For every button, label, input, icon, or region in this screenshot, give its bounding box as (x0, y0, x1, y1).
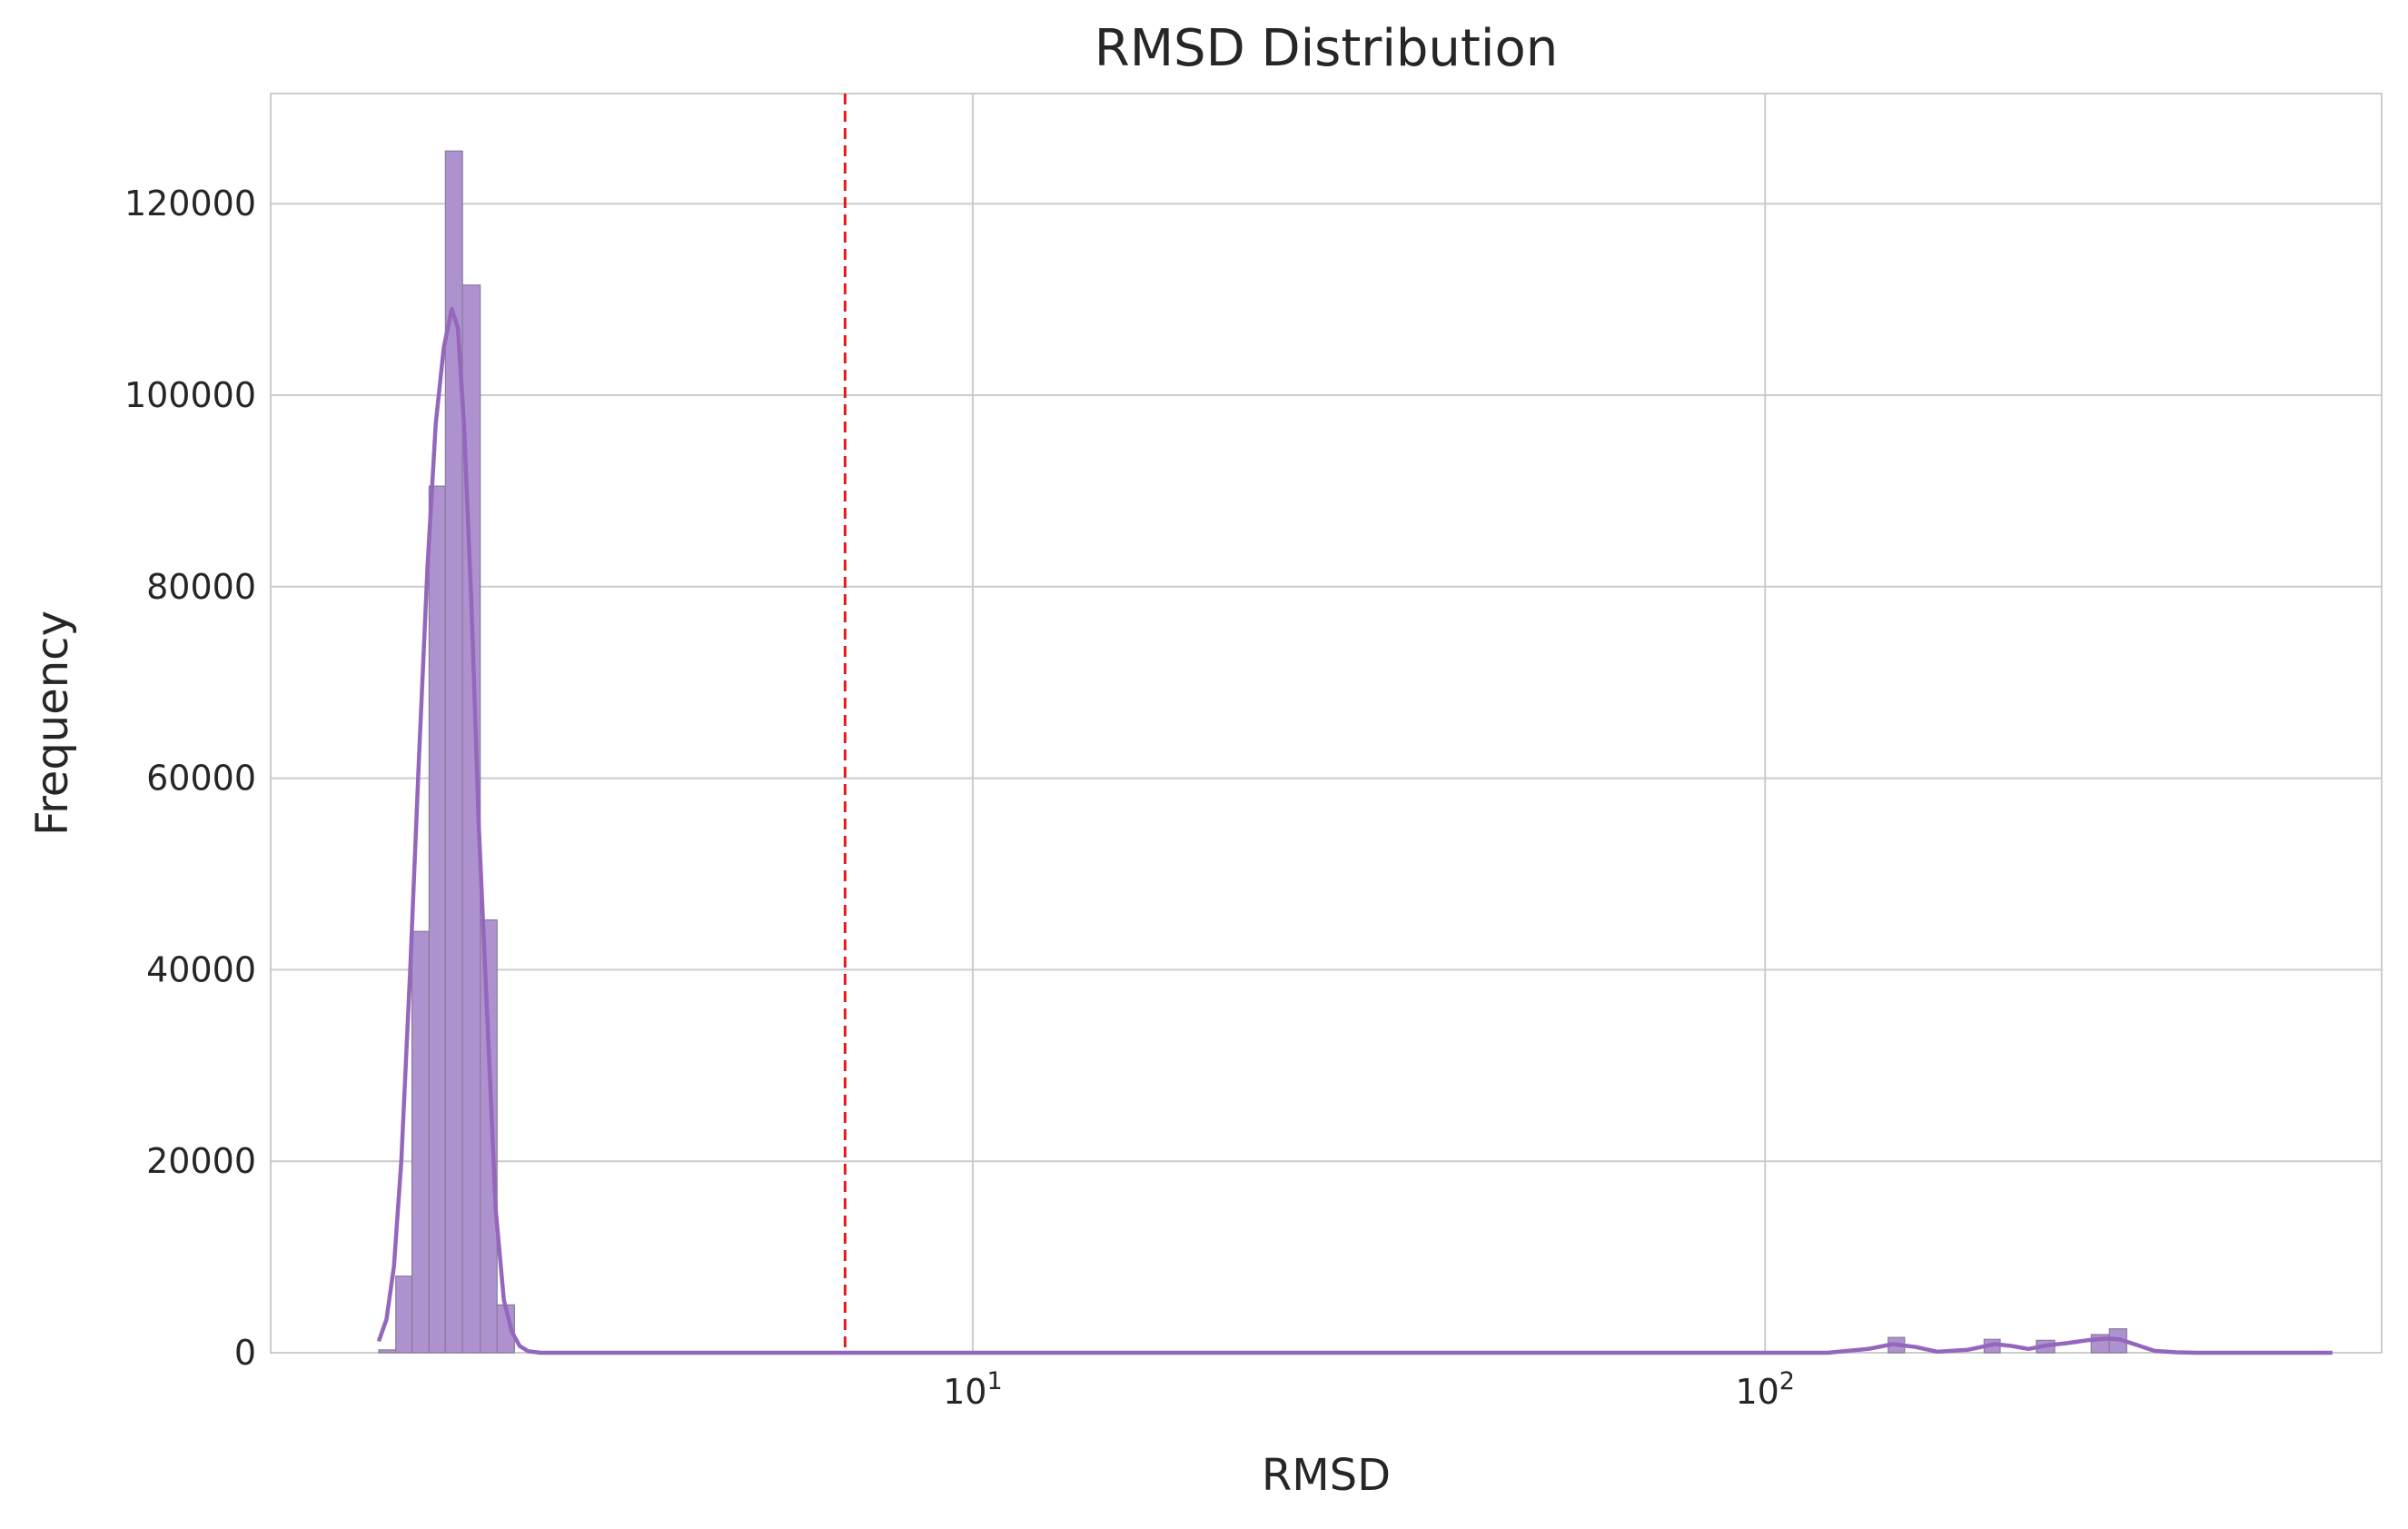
histogram-bar (395, 1276, 413, 1354)
histogram-bar (378, 1349, 397, 1354)
y-axis-title: Frequency (27, 611, 78, 836)
y-tick-label: 20000 (146, 1141, 256, 1181)
y-tick-label: 40000 (146, 949, 256, 989)
y-tick-label: 60000 (146, 759, 256, 799)
y-tick-label: 0 (234, 1333, 256, 1373)
y-tick-labels: 0 20000 40000 60000 80000 100000 120000 (124, 184, 256, 1373)
x-tick-label: 102 (1735, 1367, 1795, 1412)
x-tick-labels: 101 102 (943, 1367, 1795, 1412)
grid-lines (271, 94, 2382, 1353)
histogram-bars (378, 150, 2127, 1354)
y-tick-label: 80000 (146, 567, 256, 607)
histogram-bar (480, 918, 498, 1354)
x-axis-title: RMSD (1262, 1450, 1391, 1501)
chart-title: RMSD Distribution (1095, 19, 1558, 78)
plot-area (270, 93, 2383, 1354)
y-tick-label: 120000 (124, 184, 256, 223)
x-tick-label: 101 (943, 1367, 1003, 1412)
kde-curve (376, 306, 2333, 1355)
histogram-bar (428, 485, 446, 1354)
histogram-bar (411, 930, 430, 1354)
y-tick-label: 100000 (124, 375, 256, 415)
